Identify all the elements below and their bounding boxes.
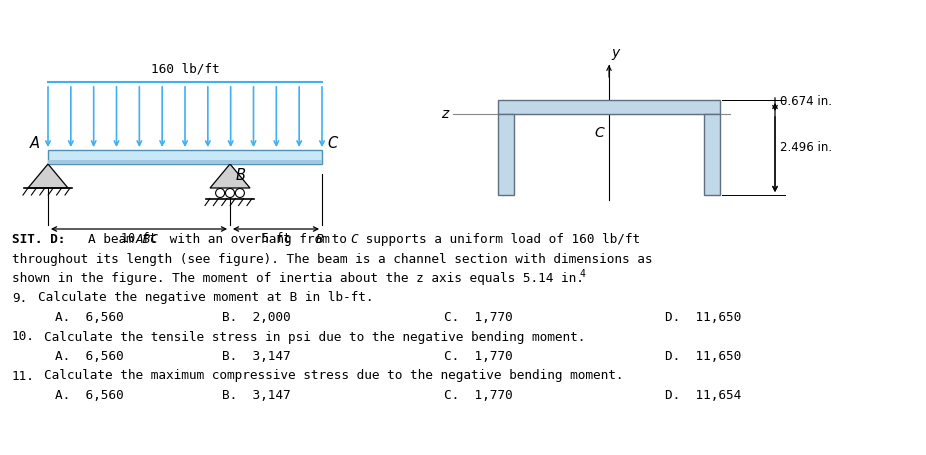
Text: 0.674 in.: 0.674 in. [780, 95, 832, 108]
Bar [498, 100, 720, 114]
Polygon shape [28, 164, 68, 188]
Text: B: B [236, 168, 246, 183]
Circle shape [235, 188, 244, 197]
Text: A beam: A beam [88, 233, 142, 246]
Circle shape [226, 188, 234, 197]
Text: 4: 4 [580, 269, 586, 279]
Text: C: C [327, 136, 337, 151]
Text: to: to [324, 233, 355, 246]
Text: z: z [441, 107, 448, 121]
Text: D.  11,650: D. 11,650 [665, 311, 741, 324]
Text: B.  3,147: B. 3,147 [222, 350, 291, 363]
Text: B.  3,147: B. 3,147 [222, 389, 291, 402]
Text: 11.: 11. [12, 369, 35, 383]
Text: 10 ft: 10 ft [121, 232, 156, 245]
Bar [48, 160, 322, 164]
Polygon shape [210, 164, 250, 188]
Text: B.  2,000: B. 2,000 [222, 311, 291, 324]
Text: SIT. D:: SIT. D: [12, 233, 66, 246]
Text: A: A [30, 136, 40, 151]
Text: supports a uniform load of 160 lb/ft: supports a uniform load of 160 lb/ft [358, 233, 640, 246]
Text: Calculate the maximum compressive stress due to the negative bending moment.: Calculate the maximum compressive stress… [44, 369, 623, 383]
Text: D.  11,650: D. 11,650 [665, 350, 741, 363]
Text: shown in the figure. The moment of inertia about the z axis equals 5.14 in.: shown in the figure. The moment of inert… [12, 272, 584, 285]
Text: A.  6,560: A. 6,560 [55, 350, 124, 363]
Text: with an overhang from: with an overhang from [162, 233, 337, 246]
Bar [48, 150, 322, 164]
Text: C: C [350, 233, 357, 246]
Bar [704, 114, 720, 195]
Text: Calculate the tensile stress in psi due to the negative bending moment.: Calculate the tensile stress in psi due … [44, 330, 585, 344]
Circle shape [216, 188, 225, 197]
Text: A.  6,560: A. 6,560 [55, 389, 124, 402]
Text: 9.: 9. [12, 292, 27, 304]
Text: 10.: 10. [12, 330, 35, 344]
Text: 160 lb/ft: 160 lb/ft [151, 63, 219, 76]
Text: 2.496 in.: 2.496 in. [780, 141, 832, 154]
Text: B: B [316, 233, 323, 246]
Text: C.  1,770: C. 1,770 [444, 389, 513, 402]
Text: C.  1,770: C. 1,770 [444, 350, 513, 363]
Text: C: C [594, 126, 604, 140]
Text: throughout its length (see figure). The beam is a channel section with dimension: throughout its length (see figure). The … [12, 253, 653, 266]
Bar [498, 114, 514, 195]
Text: y: y [611, 46, 619, 60]
Text: 5 ft: 5 ft [262, 232, 290, 245]
Text: A.  6,560: A. 6,560 [55, 311, 124, 324]
Text: C.  1,770: C. 1,770 [444, 311, 513, 324]
Text: ABC: ABC [136, 233, 159, 246]
Text: Calculate the negative moment at B in lb-ft.: Calculate the negative moment at B in lb… [38, 292, 373, 304]
Text: D.  11,654: D. 11,654 [665, 389, 741, 402]
